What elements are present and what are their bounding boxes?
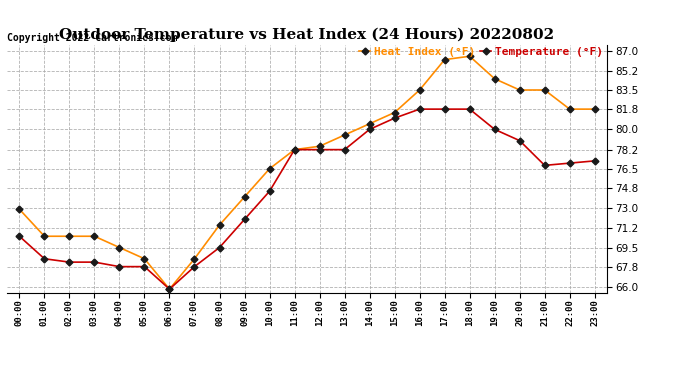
Temperature (°F)	[166, 287, 174, 291]
Heat Index (°F)	[340, 133, 348, 137]
Temperature (°F)	[40, 256, 48, 261]
Temperature (°F)	[440, 107, 449, 111]
Heat Index (°F)	[366, 122, 374, 126]
Temperature (°F)	[140, 264, 148, 269]
Temperature (°F)	[466, 107, 474, 111]
Heat Index (°F)	[115, 245, 124, 250]
Temperature (°F)	[315, 147, 324, 152]
Temperature (°F)	[366, 127, 374, 132]
Heat Index (°F)	[440, 57, 449, 62]
Temperature (°F)	[15, 234, 23, 238]
Title: Outdoor Temperature vs Heat Index (24 Hours) 20220802: Outdoor Temperature vs Heat Index (24 Ho…	[59, 28, 555, 42]
Heat Index (°F)	[140, 256, 148, 261]
Heat Index (°F)	[540, 88, 549, 92]
Temperature (°F)	[540, 163, 549, 168]
Heat Index (°F)	[166, 287, 174, 291]
Temperature (°F)	[190, 264, 199, 269]
Heat Index (°F)	[66, 234, 74, 238]
Temperature (°F)	[566, 161, 574, 165]
Temperature (°F)	[515, 138, 524, 143]
Heat Index (°F)	[240, 195, 248, 199]
Temperature (°F)	[240, 217, 248, 222]
Line: Temperature (°F): Temperature (°F)	[17, 107, 597, 291]
Heat Index (°F)	[415, 88, 424, 92]
Heat Index (°F)	[591, 107, 599, 111]
Temperature (°F)	[90, 260, 99, 264]
Temperature (°F)	[290, 147, 299, 152]
Heat Index (°F)	[15, 207, 23, 212]
Heat Index (°F)	[466, 54, 474, 58]
Temperature (°F)	[66, 260, 74, 264]
Temperature (°F)	[340, 147, 348, 152]
Heat Index (°F)	[215, 223, 224, 227]
Heat Index (°F)	[190, 256, 199, 261]
Heat Index (°F)	[515, 88, 524, 92]
Temperature (°F)	[215, 245, 224, 250]
Temperature (°F)	[491, 127, 499, 132]
Temperature (°F)	[115, 264, 124, 269]
Heat Index (°F)	[566, 107, 574, 111]
Heat Index (°F)	[40, 234, 48, 238]
Temperature (°F)	[415, 107, 424, 111]
Temperature (°F)	[391, 116, 399, 120]
Heat Index (°F)	[491, 76, 499, 81]
Heat Index (°F)	[266, 166, 274, 171]
Text: Copyright 2022 Cartronics.com: Copyright 2022 Cartronics.com	[7, 33, 177, 42]
Heat Index (°F)	[90, 234, 99, 238]
Temperature (°F)	[266, 189, 274, 194]
Line: Heat Index (°F): Heat Index (°F)	[17, 54, 597, 291]
Temperature (°F)	[591, 159, 599, 163]
Heat Index (°F)	[290, 147, 299, 152]
Legend: Heat Index (°F), Temperature (°F): Heat Index (°F), Temperature (°F)	[355, 42, 607, 62]
Heat Index (°F)	[315, 144, 324, 148]
Heat Index (°F)	[391, 110, 399, 115]
